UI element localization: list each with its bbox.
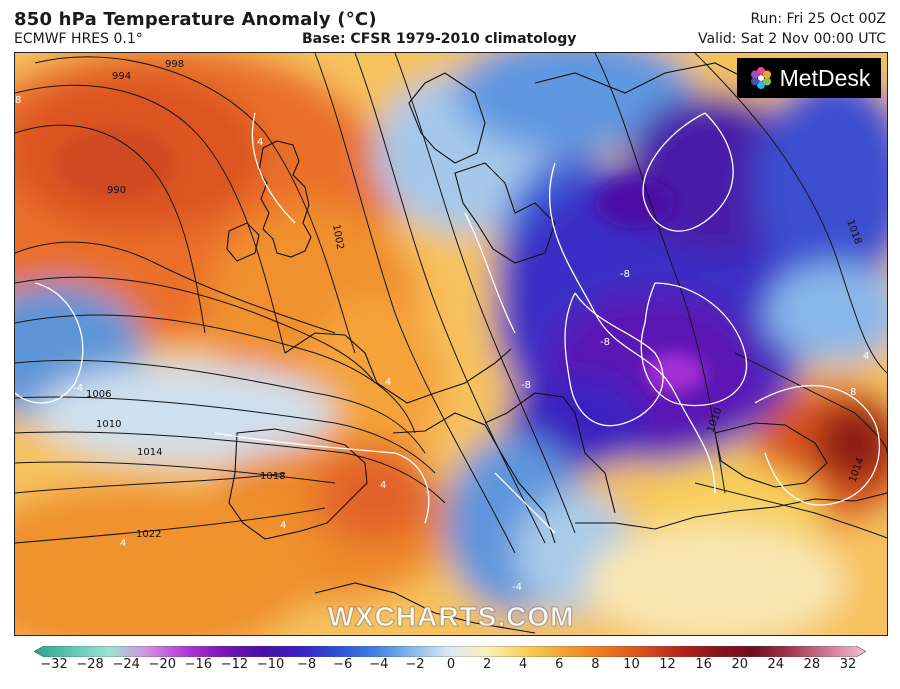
map-canvas: 998 994 990 1002 1006 1010 1014 1018 102…: [15, 53, 887, 635]
anomaly-label: 4: [380, 480, 386, 491]
isobar-label: 1002: [330, 224, 345, 251]
isobar-label: 1006: [86, 389, 111, 400]
colorbar-tick-label: −4: [369, 657, 389, 672]
colorbar-tick-label: 2: [482, 657, 492, 672]
isobar-label: 990: [107, 185, 126, 196]
climatology-base-label: Base: CFSR 1979-2010 climatology: [302, 31, 577, 47]
colorbar-tick-label: −20: [148, 657, 176, 672]
colorbar-tick-label: 6: [555, 657, 564, 672]
isobar-label: 994: [112, 71, 131, 82]
colorbar-graphic: [33, 645, 867, 658]
colorbar-tick-label: −6: [333, 657, 353, 672]
colorbar-tick-label: 8: [591, 657, 600, 672]
watermark: WXCHARTS.COM: [327, 601, 575, 633]
run-time-label: Run: Fri 25 Oct 00Z: [750, 11, 886, 27]
isobar-label: 1014: [137, 447, 162, 458]
logo-text: MetDesk: [779, 64, 871, 91]
anomaly-label: 4: [863, 351, 869, 362]
isobar-label: 1022: [136, 529, 161, 540]
metdesk-logo: MetDesk: [737, 58, 881, 98]
colorbar-tick-label: −32: [40, 657, 68, 672]
metdesk-flower-icon: [750, 67, 771, 89]
colorbar-tick-label: 16: [695, 657, 712, 672]
anomaly-label: 4: [280, 520, 286, 531]
colorbar-tick-label: −8: [297, 657, 317, 672]
anomaly-label: 4: [385, 377, 391, 388]
anomaly-label: 4: [120, 538, 126, 549]
chart-header: 850 hPa Temperature Anomaly (°C) ECMWF H…: [0, 0, 900, 52]
colorbar-tick-label: −28: [76, 657, 104, 672]
anomaly-map: 998 994 990 1002 1006 1010 1014 1018 102…: [14, 52, 888, 636]
colorbar-ticks: −32 −28 −24 −20 −16 −12 −10 −8 −6 −4 −2 0 2 4 6 8 10 12 16…: [0, 657, 900, 677]
colorbar-tick-label: −12: [220, 657, 249, 672]
isobars: [15, 53, 887, 554]
anomaly-label: 8: [850, 387, 856, 398]
anomaly-label: -8: [521, 380, 531, 391]
chart-title: 850 hPa Temperature Anomaly (°C): [14, 9, 377, 30]
colorbar-tick-label: 20: [731, 657, 748, 672]
colorbar: [33, 642, 867, 658]
colorbar-tick-label: 4: [519, 657, 528, 672]
colorbar-tick-label: 32: [839, 657, 857, 672]
anomaly-label: -4: [512, 582, 522, 593]
colorbar-tick-label: −24: [112, 657, 140, 672]
anomaly-core: [55, 128, 705, 393]
anomaly-label: -8: [600, 337, 610, 348]
anomaly-label: 4: [257, 137, 263, 148]
colorbar-tick-label: −16: [184, 657, 213, 672]
anomaly-labels: 8 4 4 -4 -8 -8 -8 4 4 4 8 -4 4: [15, 95, 869, 593]
anomaly-label: 8: [15, 95, 21, 106]
colorbar-tick-label: 28: [803, 657, 821, 672]
model-label: ECMWF HRES 0.1°: [14, 31, 143, 47]
isobar-label: 998: [165, 59, 184, 70]
anomaly-label: -4: [73, 383, 83, 394]
anomaly-contours: [15, 112, 881, 534]
anomaly-field: [15, 53, 887, 635]
colorbar-tick-label: −2: [405, 657, 425, 672]
colorbar-tick-label: 10: [623, 657, 640, 672]
valid-time-label: Valid: Sat 2 Nov 00:00 UTC: [698, 31, 886, 47]
colorbar-tick-label: 12: [659, 657, 676, 672]
isobar-label: 1010: [96, 419, 121, 430]
colorbar-tick-label: 0: [446, 657, 456, 672]
colorbar-tick-label: 24: [767, 657, 785, 672]
anomaly-label: -8: [620, 269, 630, 280]
isobar-label: 1018: [260, 471, 285, 482]
colorbar-tick-label: −10: [256, 657, 285, 672]
coastlines: [226, 62, 887, 634]
